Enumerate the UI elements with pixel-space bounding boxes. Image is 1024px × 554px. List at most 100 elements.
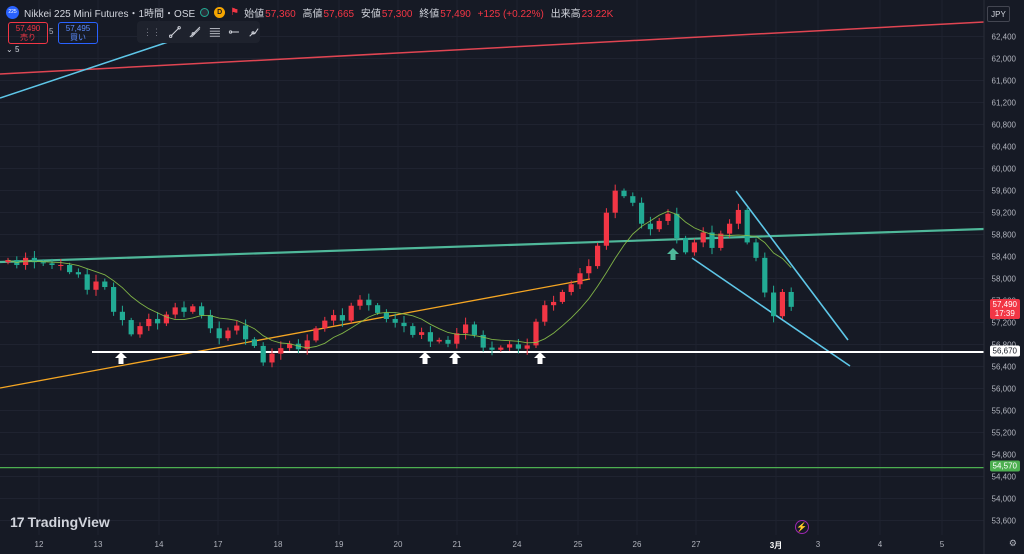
candle-body bbox=[788, 291, 794, 307]
candle-body bbox=[621, 190, 627, 197]
orange-rising-trendline bbox=[0, 278, 591, 389]
candle-body bbox=[568, 284, 574, 292]
support-price-label: 56,670 bbox=[989, 345, 1020, 357]
candle-body bbox=[454, 333, 460, 344]
open-label: 始値 bbox=[244, 8, 265, 20]
candle-body bbox=[674, 213, 680, 239]
tradingview-logo[interactable]: 17 TradingView bbox=[10, 514, 110, 530]
time-tick: 3月 bbox=[769, 541, 783, 550]
low-value: 57,300 bbox=[381, 8, 413, 20]
candle-body bbox=[524, 345, 530, 349]
time-tick: 21 bbox=[452, 540, 462, 549]
candle-body bbox=[216, 328, 222, 339]
candle-body bbox=[542, 305, 548, 322]
candle-body bbox=[727, 223, 733, 234]
symbol-title[interactable]: Nikkei 225 Mini Futures・1時間・OSE bbox=[24, 8, 196, 20]
price-tick: 53,600 bbox=[991, 516, 1016, 525]
candle-body bbox=[243, 325, 249, 340]
candle-body bbox=[577, 273, 583, 285]
candle-body bbox=[93, 281, 99, 290]
price-tick: 62,000 bbox=[991, 54, 1016, 63]
bar-countdown: 17:39 bbox=[994, 309, 1015, 318]
up-arrow-icon bbox=[534, 352, 546, 364]
market-status-icon[interactable] bbox=[200, 7, 210, 17]
candle-body bbox=[278, 348, 284, 354]
candle-body bbox=[401, 322, 407, 327]
candle-body bbox=[163, 314, 169, 324]
candle-body bbox=[31, 257, 37, 263]
price-tick: 62,400 bbox=[991, 32, 1016, 41]
symbol-logo-icon[interactable]: 225 bbox=[6, 5, 19, 19]
candle-body bbox=[471, 324, 477, 335]
up-arrow-icon bbox=[667, 248, 679, 260]
candle-body bbox=[647, 223, 653, 230]
price-tick: 56,000 bbox=[991, 384, 1016, 393]
time-tick: 13 bbox=[93, 540, 103, 549]
buy-button[interactable]: 57,495 買い bbox=[58, 22, 98, 44]
candle-body bbox=[762, 257, 768, 293]
candle-body bbox=[313, 328, 319, 341]
candle-body bbox=[269, 353, 275, 363]
candle-body bbox=[709, 232, 715, 248]
candle-body bbox=[172, 307, 178, 315]
indicator-count: 5 bbox=[14, 45, 20, 54]
time-tick: 26 bbox=[632, 540, 642, 549]
time-tick: 12 bbox=[34, 540, 44, 549]
fib-tool-icon[interactable] bbox=[209, 25, 221, 39]
candle-body bbox=[779, 291, 785, 317]
price-tick: 54,400 bbox=[991, 472, 1016, 481]
candle-body bbox=[383, 312, 389, 319]
price-tick: 60,400 bbox=[991, 142, 1016, 151]
wedge-upper-line bbox=[735, 190, 849, 341]
candle-body bbox=[656, 220, 662, 230]
candle-body bbox=[225, 330, 231, 339]
close-label: 終値 bbox=[419, 8, 440, 20]
candle-body bbox=[691, 242, 697, 253]
teal-horizontal-trendline bbox=[0, 227, 985, 264]
flag-icon[interactable]: ⚑ bbox=[230, 6, 240, 18]
time-tick: 19 bbox=[334, 540, 344, 549]
candle-body bbox=[683, 238, 689, 253]
annotation-arrows bbox=[115, 248, 679, 364]
candle-body bbox=[5, 260, 11, 263]
delayed-data-badge[interactable]: D bbox=[214, 6, 226, 18]
horizontal-ray-tool-icon[interactable] bbox=[228, 25, 240, 39]
candle-body bbox=[366, 299, 372, 306]
time-tick: 4 bbox=[877, 540, 883, 549]
path-tool-icon[interactable] bbox=[248, 25, 260, 39]
candle-body bbox=[234, 325, 240, 331]
candle-body bbox=[119, 311, 125, 321]
price-tick: 59,600 bbox=[991, 186, 1016, 195]
candle-body bbox=[357, 299, 363, 306]
trend-line-tool-icon[interactable] bbox=[169, 25, 181, 39]
price-tick: 54,000 bbox=[991, 494, 1016, 503]
candle-body bbox=[75, 272, 81, 275]
settings-gear-icon[interactable]: ⚙ bbox=[1008, 538, 1017, 548]
lightning-icon[interactable]: ⚡ bbox=[795, 520, 809, 534]
price-tick: 61,200 bbox=[991, 98, 1016, 107]
price-tick: 60,000 bbox=[991, 164, 1016, 173]
currency-selector[interactable]: JPY bbox=[987, 6, 1010, 22]
drawing-toolbar: ⋮⋮ bbox=[137, 21, 260, 43]
drag-handle-icon[interactable]: ⋮⋮ bbox=[143, 26, 161, 37]
candle-body bbox=[507, 344, 513, 348]
candle-body bbox=[304, 340, 310, 350]
indicators-toggle[interactable]: ⌄ 5 bbox=[6, 45, 19, 54]
candle-body bbox=[111, 287, 117, 312]
candle-body bbox=[251, 339, 257, 346]
candle-body bbox=[586, 266, 592, 274]
symbol-header: 225 Nikkei 225 Mini Futures・1時間・OSE D ⚑ … bbox=[6, 4, 613, 20]
up-arrow-icon bbox=[419, 352, 431, 364]
candle-body bbox=[639, 202, 645, 224]
candle-body bbox=[744, 209, 750, 243]
candle-body bbox=[128, 320, 134, 335]
sell-button[interactable]: 57,490 売り bbox=[8, 22, 48, 44]
ray-tool-icon[interactable] bbox=[189, 25, 201, 39]
sell-price: 57,490 bbox=[15, 24, 41, 33]
candle-body bbox=[445, 339, 451, 344]
candle-body bbox=[207, 315, 213, 329]
up-arrow-icon bbox=[449, 352, 461, 364]
price-tick: 56,400 bbox=[991, 362, 1016, 371]
buy-label: 買い bbox=[70, 33, 86, 42]
